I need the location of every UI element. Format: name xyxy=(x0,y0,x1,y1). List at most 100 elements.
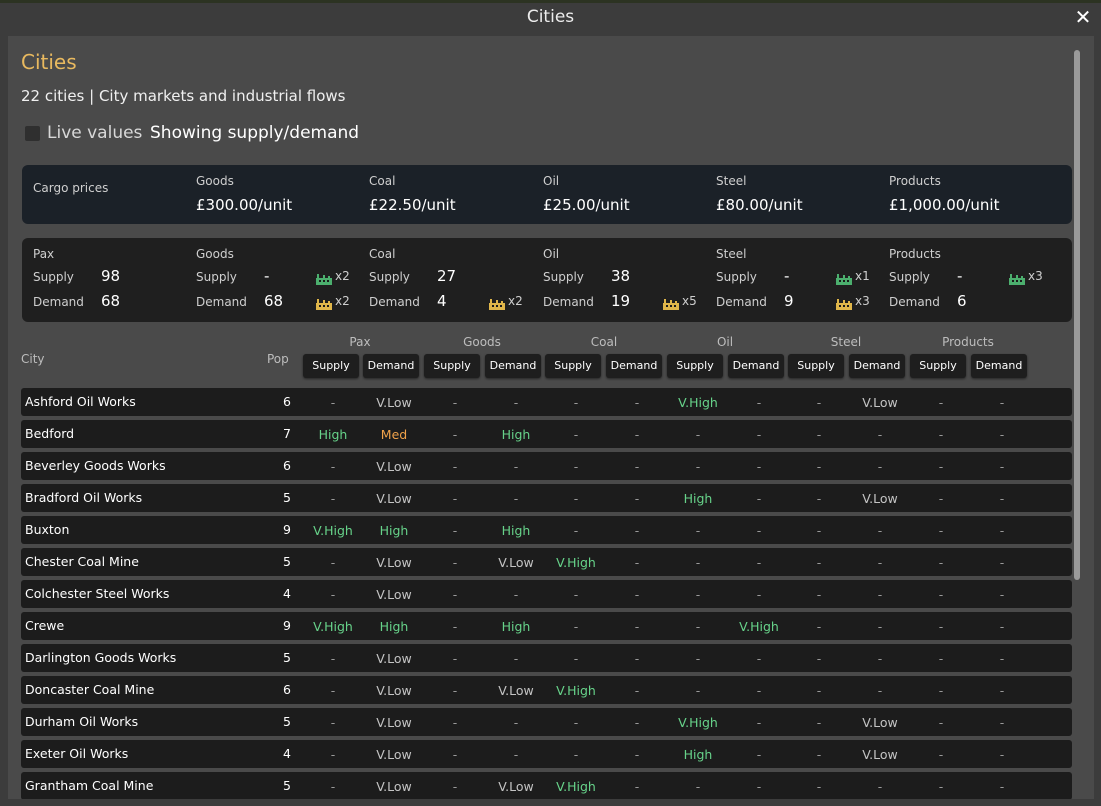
demand-value: 68 xyxy=(264,292,284,310)
market-level-cell: V.Low xyxy=(376,459,412,474)
supply-sort-button[interactable]: Supply xyxy=(303,354,359,378)
demand-sort-button[interactable]: Demand xyxy=(606,354,662,378)
market-level-cell: - xyxy=(634,651,640,666)
market-level-cell: V.High xyxy=(678,715,718,730)
market-level-cell: V.High xyxy=(313,523,353,538)
market-level-cell: High xyxy=(683,747,713,762)
live-values-label[interactable]: Live values xyxy=(47,123,143,143)
market-level-cell: - xyxy=(938,651,944,666)
demand-label: Demand xyxy=(196,295,247,309)
market-level-cell: - xyxy=(756,683,762,698)
market-level-cell: - xyxy=(330,459,336,474)
table-row[interactable]: Grantham Coal Mine 5 - V.Low - V.Low V.High - - -… xyxy=(21,772,1072,799)
table-row[interactable]: Buxton 9 V.High High - High - - - - - - - - xyxy=(21,516,1072,544)
market-level-cell: - xyxy=(816,427,822,442)
market-level-cell: - xyxy=(756,427,762,442)
demand-sort-button[interactable]: Demand xyxy=(485,354,541,378)
market-level-cell: - xyxy=(816,587,822,602)
market-level-cell: - xyxy=(756,779,762,794)
city-pop: 6 xyxy=(283,394,291,409)
market-level-cell: - xyxy=(999,555,1005,570)
market-level-cell: - xyxy=(695,427,701,442)
city-name: Exeter Oil Works xyxy=(25,746,129,761)
market-level-cell: - xyxy=(513,587,519,602)
market-level-cell: - xyxy=(634,747,640,762)
city-pop: 5 xyxy=(283,650,291,665)
market-level-cell: - xyxy=(999,587,1005,602)
market-level-cell: - xyxy=(999,459,1005,474)
live-values-checkbox[interactable] xyxy=(25,126,40,141)
demand-sort-button[interactable]: Demand xyxy=(363,354,419,378)
market-level-cell: High xyxy=(501,619,531,634)
market-level-cell: - xyxy=(695,619,701,634)
demand-sort-button[interactable]: Demand xyxy=(971,354,1027,378)
table-row[interactable]: Chester Coal Mine 5 - V.Low - V.Low V.High - - - -… xyxy=(21,548,1072,576)
market-level-cell: - xyxy=(756,651,762,666)
market-level-cell: - xyxy=(330,491,336,506)
market-level-cell: - xyxy=(513,747,519,762)
table-row[interactable]: Crewe 9 V.High High - High - - - V.High - - - - xyxy=(21,612,1072,640)
market-level-cell: - xyxy=(816,715,822,730)
market-level-cell: - xyxy=(938,715,944,730)
market-level-cell: High xyxy=(683,491,713,506)
factory-icon xyxy=(316,295,332,310)
market-level-cell: - xyxy=(695,523,701,538)
close-button[interactable]: ✕ xyxy=(1074,5,1092,29)
market-level-cell: - xyxy=(634,683,640,698)
supply-sort-button[interactable]: Supply xyxy=(788,354,844,378)
market-level-cell: V.Low xyxy=(376,747,412,762)
market-level-cell: V.Low xyxy=(376,395,412,410)
demand-value: 6 xyxy=(957,292,967,310)
table-row[interactable]: Darlington Goods Works 5 - V.Low - - - - - - - - - - xyxy=(21,644,1072,672)
demand-label: Demand xyxy=(543,295,594,309)
city-pop: 5 xyxy=(283,490,291,505)
table-row[interactable]: Beverley Goods Works 6 - V.Low - - - - - - - - - - xyxy=(21,452,1072,480)
supply-sort-button[interactable]: Supply xyxy=(667,354,723,378)
table-row[interactable]: Colchester Steel Works 4 - V.Low - - - - - - - - - - xyxy=(21,580,1072,608)
table-row[interactable]: Durham Oil Works 5 - V.Low - - - - V.High - - V.Low… xyxy=(21,708,1072,736)
market-level-cell: V.Low xyxy=(862,747,898,762)
market-level-cell: - xyxy=(938,427,944,442)
market-level-cell: - xyxy=(634,491,640,506)
city-pop: 5 xyxy=(283,778,291,793)
demand-sort-button[interactable]: Demand xyxy=(728,354,784,378)
market-level-cell: V.Low xyxy=(862,715,898,730)
table-row[interactable]: Bradford Oil Works 5 - V.Low - - - - High - - V.Low… xyxy=(21,484,1072,512)
market-level-cell: - xyxy=(573,395,579,410)
city-pop: 7 xyxy=(283,426,291,441)
demand-sort-button[interactable]: Demand xyxy=(849,354,905,378)
cargo-group-header: Goods xyxy=(463,335,501,349)
supply-sort-button[interactable]: Supply xyxy=(910,354,966,378)
pop-column-header[interactable]: Pop xyxy=(267,352,289,366)
table-row[interactable]: Exeter Oil Works 4 - V.Low - - - - High - - V.Low - - xyxy=(21,740,1072,768)
demand-value: 4 xyxy=(437,292,447,310)
price-item-value: £1,000.00/unit xyxy=(889,196,1000,214)
market-level-cell: - xyxy=(877,619,883,634)
price-item-name: Products xyxy=(889,174,941,188)
factory-icon xyxy=(836,270,852,285)
table-row[interactable]: Bedford 7 High Med - High - - - - - - - - xyxy=(21,420,1072,448)
market-level-cell: - xyxy=(816,491,822,506)
market-level-cell: V.Low xyxy=(862,491,898,506)
city-column-header[interactable]: City xyxy=(21,352,45,366)
factory-multiplier: x2 xyxy=(335,269,350,283)
city-name: Ashford Oil Works xyxy=(25,394,136,409)
demand-label: Demand xyxy=(889,295,940,309)
market-level-cell: - xyxy=(634,779,640,794)
market-level-cell: V.Low xyxy=(376,491,412,506)
sd-group-name: Goods xyxy=(196,247,234,261)
supply-sort-button[interactable]: Supply xyxy=(424,354,480,378)
scrollbar[interactable] xyxy=(1074,50,1080,580)
market-level-cell: - xyxy=(634,587,640,602)
table-row[interactable]: Doncaster Coal Mine 6 - V.Low - V.Low V.High - -… xyxy=(21,676,1072,704)
market-level-cell: - xyxy=(330,587,336,602)
supply-value: - xyxy=(784,267,790,285)
supply-sort-button[interactable]: Supply xyxy=(545,354,601,378)
market-level-cell: - xyxy=(938,683,944,698)
market-level-cell: - xyxy=(938,619,944,634)
table-row[interactable]: Ashford Oil Works 6 - V.Low - - - - V.High - - V.Lo… xyxy=(21,388,1072,416)
market-level-cell: - xyxy=(452,747,458,762)
market-level-cell: - xyxy=(999,683,1005,698)
market-level-cell: - xyxy=(756,715,762,730)
market-level-cell: High xyxy=(501,523,531,538)
